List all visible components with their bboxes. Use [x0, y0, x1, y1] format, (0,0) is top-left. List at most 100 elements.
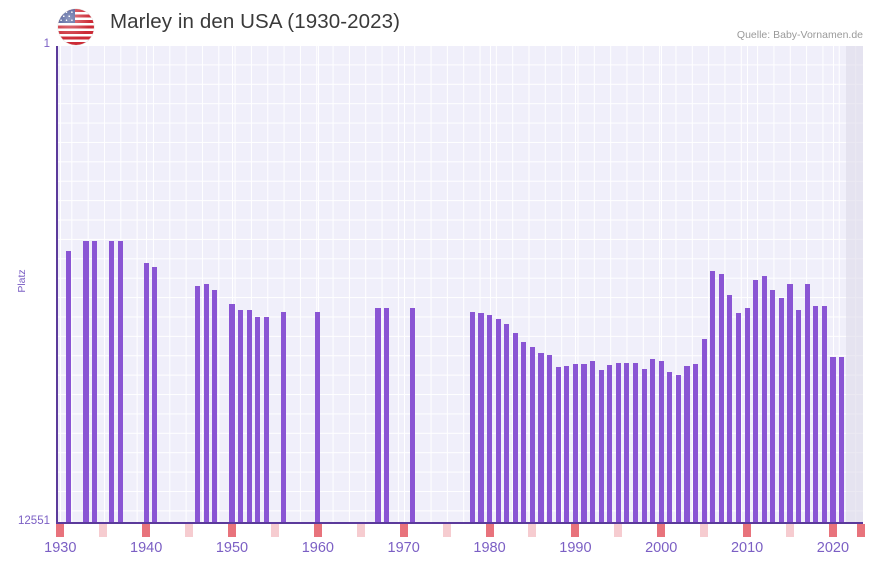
bar	[693, 364, 699, 523]
x-tick-minor	[528, 524, 537, 537]
bar	[701, 339, 707, 523]
x-axis-tick-markers	[56, 524, 865, 537]
bar	[117, 240, 123, 523]
bar	[504, 324, 510, 523]
bar	[229, 304, 235, 523]
bar	[667, 372, 673, 523]
gridline-vertical	[231, 46, 233, 523]
bar	[658, 361, 664, 523]
bar	[804, 284, 810, 523]
x-tick-major	[227, 524, 236, 537]
gridline-vertical	[832, 46, 834, 523]
bar	[735, 313, 742, 523]
bar	[650, 359, 656, 523]
bar	[710, 270, 716, 523]
bar	[486, 314, 493, 523]
bar	[195, 285, 201, 523]
x-tick-major	[313, 524, 322, 537]
bar	[718, 274, 724, 523]
bar	[512, 333, 518, 523]
page-title: Marley in den USA (1930-2023)	[110, 10, 401, 33]
x-tick-minor	[356, 524, 365, 537]
bar	[143, 263, 149, 523]
bar	[838, 356, 845, 523]
x-tick-minor	[700, 524, 709, 537]
x-axis-tick-label: 2010	[730, 540, 764, 556]
x-tick-major	[657, 524, 666, 537]
bar	[547, 354, 553, 523]
x-tick-minor	[786, 524, 795, 537]
bar	[572, 364, 578, 523]
bar	[478, 313, 484, 523]
bar	[778, 298, 784, 523]
y-axis-tick-top: 1	[43, 38, 50, 50]
bar	[263, 316, 269, 523]
x-tick-minor	[185, 524, 194, 537]
bar	[607, 364, 613, 523]
x-tick-minor	[99, 524, 108, 537]
x-tick-minor	[614, 524, 623, 537]
flag-gloss	[58, 9, 94, 45]
plot-area	[56, 46, 863, 523]
x-axis-tick-label: 1950	[215, 540, 249, 556]
bar	[538, 353, 544, 523]
x-axis-tick-label: 2020	[816, 540, 850, 556]
x-axis-tick-label: 1990	[559, 540, 592, 556]
x-axis-tick-label: 1940	[130, 540, 163, 556]
bar	[641, 368, 647, 523]
bar	[66, 250, 72, 523]
us-flag-icon	[58, 9, 94, 45]
bar	[92, 240, 98, 523]
bar	[83, 240, 89, 523]
gridline-vertical	[60, 46, 62, 523]
bar	[830, 356, 836, 523]
bars-layer	[56, 46, 863, 523]
y-axis-tick-bottom: 12551	[18, 515, 50, 527]
x-tick-major	[857, 524, 865, 537]
bar	[280, 312, 287, 523]
gridline-vertical	[575, 46, 577, 523]
bar	[238, 310, 244, 523]
bar	[521, 342, 527, 523]
bar	[684, 366, 690, 523]
bar	[787, 283, 793, 523]
bar	[375, 308, 381, 523]
x-tick-major	[828, 524, 837, 537]
y-axis-line	[56, 46, 58, 524]
bar	[581, 363, 587, 523]
x-tick-major	[743, 524, 752, 537]
bar	[109, 240, 115, 523]
bar	[469, 312, 475, 523]
bar	[589, 361, 596, 523]
bar	[632, 362, 639, 523]
bar	[598, 369, 604, 523]
bar	[255, 316, 261, 523]
x-axis-line	[56, 522, 863, 524]
x-tick-major	[56, 524, 65, 537]
bar	[203, 283, 209, 523]
bar	[152, 267, 158, 523]
bar	[796, 310, 802, 523]
x-axis-tick-label: 1980	[473, 540, 506, 556]
bar	[555, 367, 561, 523]
shaded-future-region	[845, 46, 863, 523]
source-attribution: Quelle: Baby-Vornamen.de	[736, 29, 863, 41]
x-tick-minor	[270, 524, 279, 537]
bar	[383, 308, 390, 523]
bar	[675, 375, 681, 523]
bar	[564, 366, 570, 523]
x-tick-major	[485, 524, 494, 537]
gridline-vertical	[317, 46, 319, 523]
chart-header: Marley in den USA (1930-2023) Quelle: Ba…	[0, 0, 873, 46]
x-axis-tick-label: 1930	[44, 540, 77, 556]
bar	[727, 294, 733, 523]
x-tick-major	[399, 524, 408, 537]
gridline-vertical	[489, 46, 491, 523]
gridline-vertical	[661, 46, 663, 523]
bar	[813, 306, 819, 523]
gridline-vertical	[403, 46, 405, 523]
y-axis-title: Platz	[16, 269, 28, 293]
bar	[753, 280, 759, 523]
x-axis-tick-label: 2000	[645, 540, 678, 556]
